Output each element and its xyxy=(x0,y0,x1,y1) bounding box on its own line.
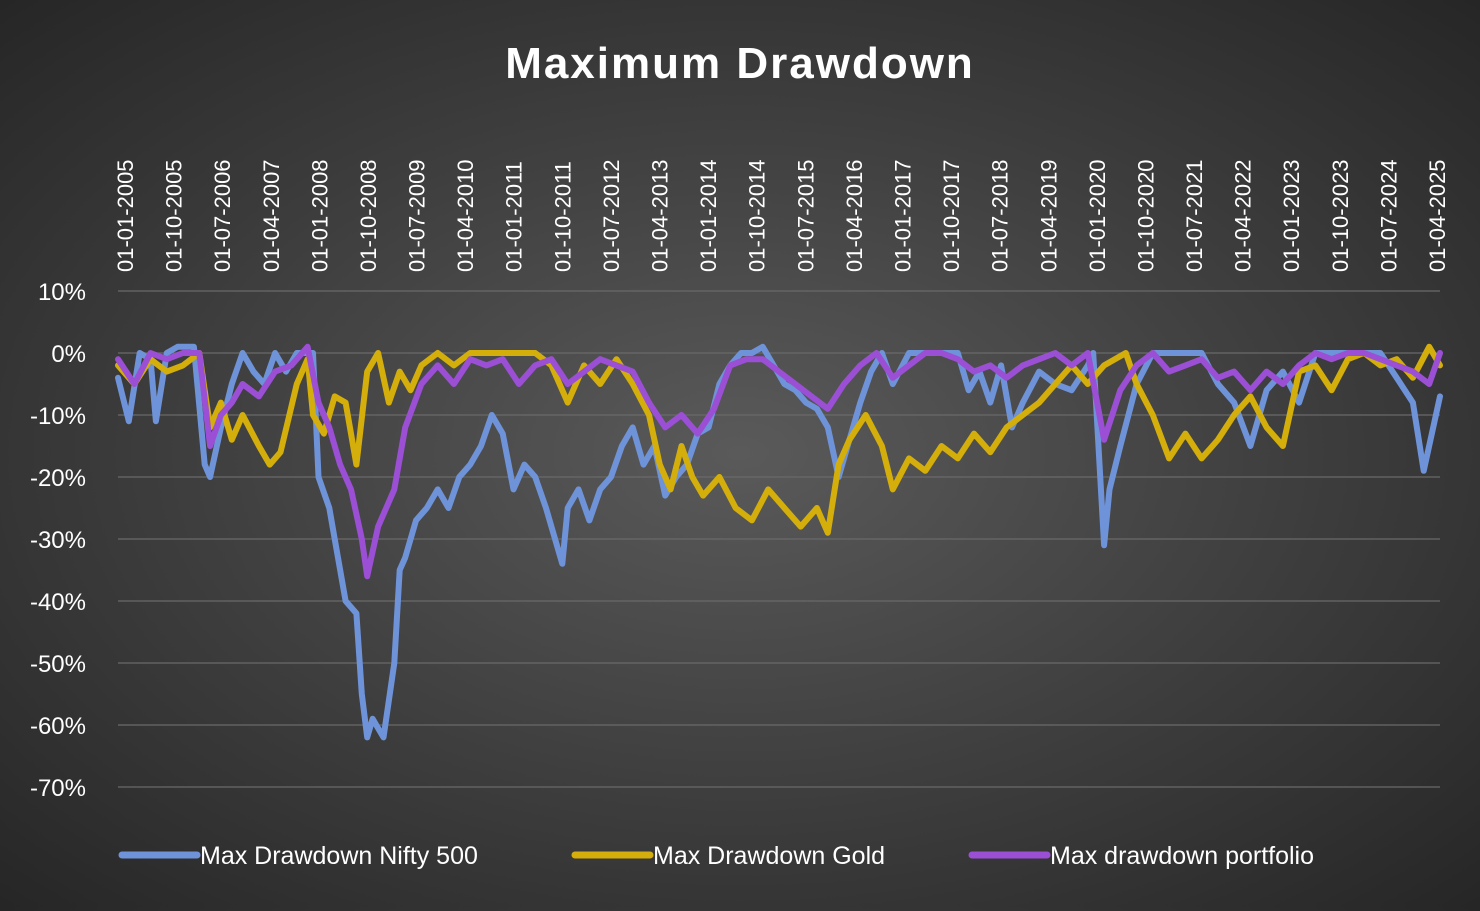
x-tick-label: 01-01-2008 xyxy=(307,159,332,272)
x-tick-label: 01-07-2021 xyxy=(1182,159,1207,272)
x-tick-label: 01-07-2024 xyxy=(1376,159,1401,272)
x-tick-label: 01-01-2011 xyxy=(502,161,527,272)
x-tick-label: 01-01-2017 xyxy=(890,159,915,272)
y-tick-label: -10% xyxy=(30,403,86,430)
chart-title: Maximum Drawdown xyxy=(505,39,975,88)
y-tick-label: -50% xyxy=(30,651,86,678)
x-tick-label: 01-04-2025 xyxy=(1425,159,1450,272)
x-tick-label: 01-04-2013 xyxy=(648,159,673,272)
x-tick-label: 01-10-2020 xyxy=(1133,159,1158,272)
x-tick-label: 01-10-2008 xyxy=(356,159,381,272)
x-tick-label: 01-01-2005 xyxy=(113,159,138,272)
x-tick-label: 01-01-2020 xyxy=(1085,159,1110,272)
x-tick-label: 01-10-2017 xyxy=(939,159,964,272)
x-tick-label: 01-07-2018 xyxy=(988,159,1013,272)
x-tick-label: 01-04-2019 xyxy=(1036,159,1061,272)
x-tick-label: 01-04-2016 xyxy=(842,159,867,272)
x-tick-label: 01-04-2010 xyxy=(453,159,478,272)
x-tick-label: 01-10-2005 xyxy=(162,159,187,272)
legend-label: Max Drawdown Nifty 500 xyxy=(200,842,478,870)
x-tick-label: 01-10-2011 xyxy=(550,161,575,272)
x-tick-label: 01-07-2012 xyxy=(599,159,624,272)
series-line-2 xyxy=(115,343,1443,536)
gridlines xyxy=(118,290,1440,788)
series-lines xyxy=(115,343,1443,741)
x-tick-label: 01-07-2006 xyxy=(210,159,235,272)
x-tick-label: 01-01-2014 xyxy=(696,159,721,272)
y-tick-label: -40% xyxy=(30,589,86,616)
y-tick-label: -60% xyxy=(30,713,86,740)
x-tick-label: 01-10-2023 xyxy=(1328,159,1353,272)
x-tick-label: 01-10-2014 xyxy=(745,159,770,272)
x-tick-label: 01-04-2022 xyxy=(1231,159,1256,272)
series-line-3 xyxy=(115,343,1443,580)
y-tick-label: -30% xyxy=(30,527,86,554)
y-tick-label: -70% xyxy=(30,775,86,802)
y-tick-label: 0% xyxy=(51,341,86,368)
x-tick-label: 01-04-2007 xyxy=(259,159,284,272)
y-axis-ticks: 10% 0% -10% -20% -30% -40% -50% -60% -70% xyxy=(30,279,86,802)
legend: Max Drawdown Nifty 500 Max Drawdown Gold M… xyxy=(118,842,1314,870)
y-tick-label: 10% xyxy=(38,279,86,306)
x-tick-label: 01-07-2015 xyxy=(793,159,818,272)
x-tick-label: 01-07-2009 xyxy=(405,159,430,272)
legend-label: Max Drawdown Gold xyxy=(653,842,885,870)
y-tick-label: -20% xyxy=(30,465,86,492)
x-axis-ticks: 01-01-2005 01-10-2005 01-07-2006 01-04-2007… xyxy=(113,159,1450,272)
x-tick-label: 01-01-2023 xyxy=(1279,159,1304,272)
legend-label: Max drawdown portfolio xyxy=(1050,842,1314,870)
